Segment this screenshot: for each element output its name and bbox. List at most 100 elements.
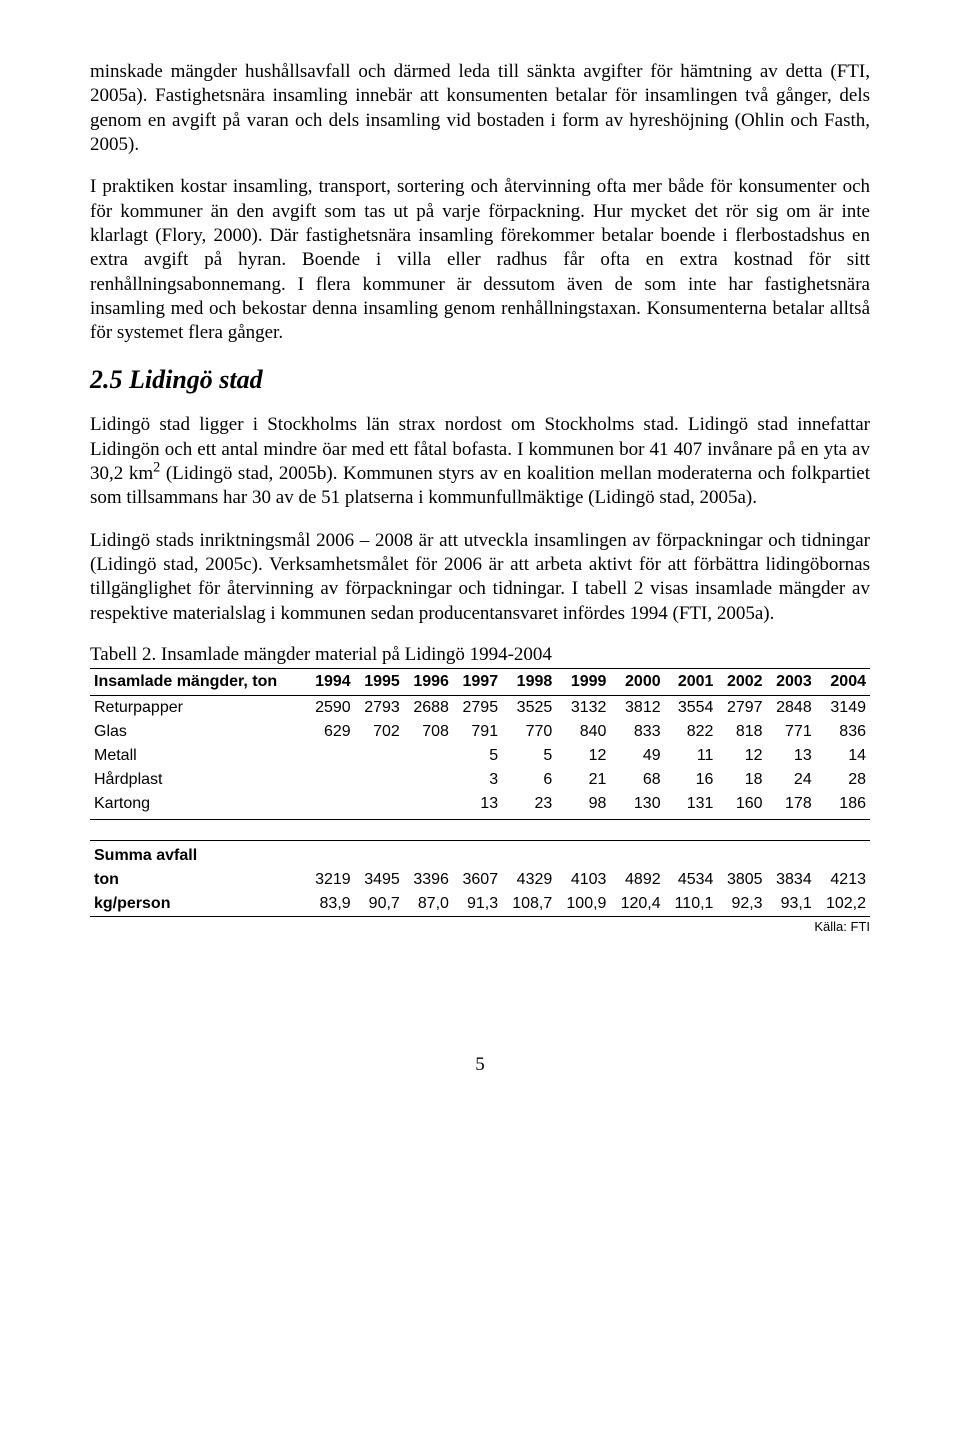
- page-number: 5: [90, 1054, 870, 1076]
- cell: 2590: [306, 696, 355, 721]
- cell: 771: [767, 720, 816, 744]
- cell: 14: [816, 744, 870, 768]
- cell: 2797: [717, 696, 766, 721]
- section-heading: 2.5 Lidingö stad: [90, 365, 870, 395]
- cell: 3132: [556, 696, 610, 721]
- cell: 791: [453, 720, 502, 744]
- cell: 24: [767, 768, 816, 792]
- cell: 160: [717, 792, 766, 820]
- cell: 178: [767, 792, 816, 820]
- cell: [404, 792, 453, 820]
- cell: 3396: [404, 868, 453, 892]
- cell: 102,2: [816, 892, 870, 917]
- cell: 836: [816, 720, 870, 744]
- year-col: 2001: [665, 668, 718, 695]
- cell: 708: [404, 720, 453, 744]
- cell: 4213: [816, 868, 870, 892]
- cell: 68: [610, 768, 664, 792]
- year-col: 2003: [767, 668, 816, 695]
- table-row: Hårdplast 3 6 21 68 16 18 24 28: [90, 768, 870, 792]
- cell: 120,4: [610, 892, 664, 917]
- paragraph-1: minskade mängder hushållsavfall och därm…: [90, 60, 870, 157]
- year-col: 2004: [816, 668, 870, 695]
- cell: 49: [610, 744, 664, 768]
- paragraph-2: I praktiken kostar insamling, transport,…: [90, 175, 870, 345]
- header-label: Insamlade mängder, ton: [90, 668, 306, 695]
- cell: 21: [556, 768, 610, 792]
- cell: 100,9: [556, 892, 610, 917]
- row-label: Hårdplast: [90, 768, 306, 792]
- row-label: ton: [90, 868, 306, 892]
- cell: [355, 768, 404, 792]
- cell: 3219: [306, 868, 355, 892]
- cell: 822: [665, 720, 718, 744]
- cell: 3805: [717, 868, 766, 892]
- paragraph-3: Lidingö stad ligger i Stockholms län str…: [90, 413, 870, 510]
- cell: 93,1: [767, 892, 816, 917]
- cell: 4329: [502, 868, 556, 892]
- table-row: Glas 629 702 708 791 770 840 833 822 818…: [90, 720, 870, 744]
- row-label: kg/person: [90, 892, 306, 917]
- cell: 3834: [767, 868, 816, 892]
- table-row: Metall 5 5 12 49 11 12 13 14: [90, 744, 870, 768]
- year-col: 1997: [453, 668, 502, 695]
- cell: 11: [665, 744, 718, 768]
- page-container: minskade mängder hushållsavfall och därm…: [0, 0, 960, 1116]
- summary-row: ton 3219 3495 3396 3607 4329 4103 4892 4…: [90, 868, 870, 892]
- summary-header-row: Summa avfall: [90, 841, 870, 869]
- table-header-row: Insamlade mängder, ton 1994 1995 1996 19…: [90, 668, 870, 695]
- cell: 110,1: [665, 892, 718, 917]
- cell: 3149: [816, 696, 870, 721]
- row-label: Returpapper: [90, 696, 306, 721]
- cell: 13: [453, 792, 502, 820]
- cell: 2848: [767, 696, 816, 721]
- cell: 4534: [665, 868, 718, 892]
- cell: 131: [665, 792, 718, 820]
- cell: 91,3: [453, 892, 502, 917]
- cell: 3812: [610, 696, 664, 721]
- cell: 3607: [453, 868, 502, 892]
- cell: 28: [816, 768, 870, 792]
- cell: 702: [355, 720, 404, 744]
- year-col: 1998: [502, 668, 556, 695]
- paragraph-3b: (Lidingö stad, 2005b). Kommunen styrs av…: [90, 463, 870, 508]
- cell: 12: [556, 744, 610, 768]
- summary-header: Summa avfall: [90, 841, 870, 869]
- table-row: Kartong 13 23 98 130 131 160 178 186: [90, 792, 870, 820]
- cell: 18: [717, 768, 766, 792]
- cell: [355, 744, 404, 768]
- cell: 90,7: [355, 892, 404, 917]
- year-col: 1999: [556, 668, 610, 695]
- cell: 629: [306, 720, 355, 744]
- cell: 186: [816, 792, 870, 820]
- paragraph-4: Lidingö stads inriktningsmål 2006 – 2008…: [90, 529, 870, 626]
- cell: [404, 768, 453, 792]
- cell: 3554: [665, 696, 718, 721]
- cell: 4892: [610, 868, 664, 892]
- year-col: 1996: [404, 668, 453, 695]
- cell: 16: [665, 768, 718, 792]
- summary-row: kg/person 83,9 90,7 87,0 91,3 108,7 100,…: [90, 892, 870, 917]
- cell: 23: [502, 792, 556, 820]
- cell: 770: [502, 720, 556, 744]
- cell: 2793: [355, 696, 404, 721]
- cell: 83,9: [306, 892, 355, 917]
- cell: 840: [556, 720, 610, 744]
- cell: 87,0: [404, 892, 453, 917]
- cell: [404, 744, 453, 768]
- year-col: 1995: [355, 668, 404, 695]
- cell: 5: [502, 744, 556, 768]
- table-caption: Tabell 2. Insamlade mängder material på …: [90, 644, 870, 666]
- row-label: Glas: [90, 720, 306, 744]
- cell: 4103: [556, 868, 610, 892]
- cell: 818: [717, 720, 766, 744]
- row-label: Metall: [90, 744, 306, 768]
- cell: 12: [717, 744, 766, 768]
- cell: [306, 768, 355, 792]
- cell: 6: [502, 768, 556, 792]
- cell: 108,7: [502, 892, 556, 917]
- cell: [306, 744, 355, 768]
- cell: 13: [767, 744, 816, 768]
- cell: 2795: [453, 696, 502, 721]
- year-col: 2000: [610, 668, 664, 695]
